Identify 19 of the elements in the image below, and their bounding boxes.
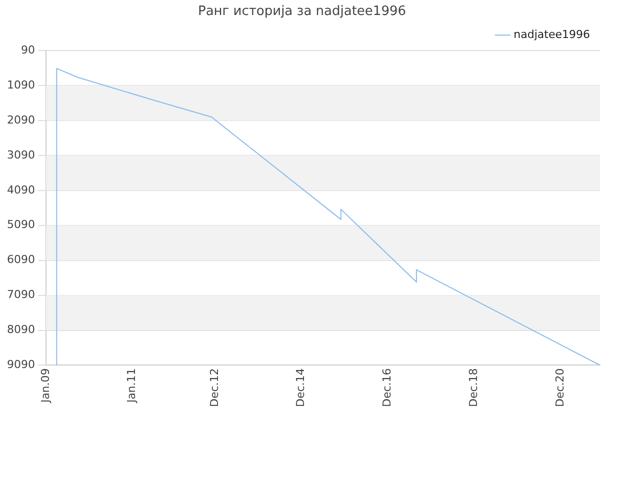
y-tick-label: 3090 xyxy=(6,148,35,162)
x-tick-label: Dec.20 xyxy=(553,368,566,407)
x-tick-label: Dec.12 xyxy=(208,368,221,407)
y-tick-label: 7090 xyxy=(6,288,35,302)
y-tick-label: 6090 xyxy=(6,253,35,266)
y-tick-label: 90 xyxy=(20,43,35,56)
y-tick-label: 9090 xyxy=(6,358,35,372)
x-tick-label: Dec.16 xyxy=(380,368,394,407)
y-tick-label: 1090 xyxy=(6,78,35,92)
x-tick-label: Dec.18 xyxy=(466,368,480,407)
chart-title: Ранг историја за nadjatee1996 xyxy=(198,4,406,20)
x-tick-label: Dec.14 xyxy=(294,368,308,407)
y-tick-label: 5090 xyxy=(6,218,35,232)
y-tick-label: 8090 xyxy=(6,323,35,336)
y-tick-label: 2090 xyxy=(6,113,35,126)
y-tick-label: 4090 xyxy=(6,183,35,196)
x-tick-label: Jan.09 xyxy=(38,368,52,404)
x-tick-label: Jan.11 xyxy=(125,368,138,404)
legend-label: nadjatee1996 xyxy=(514,28,590,41)
